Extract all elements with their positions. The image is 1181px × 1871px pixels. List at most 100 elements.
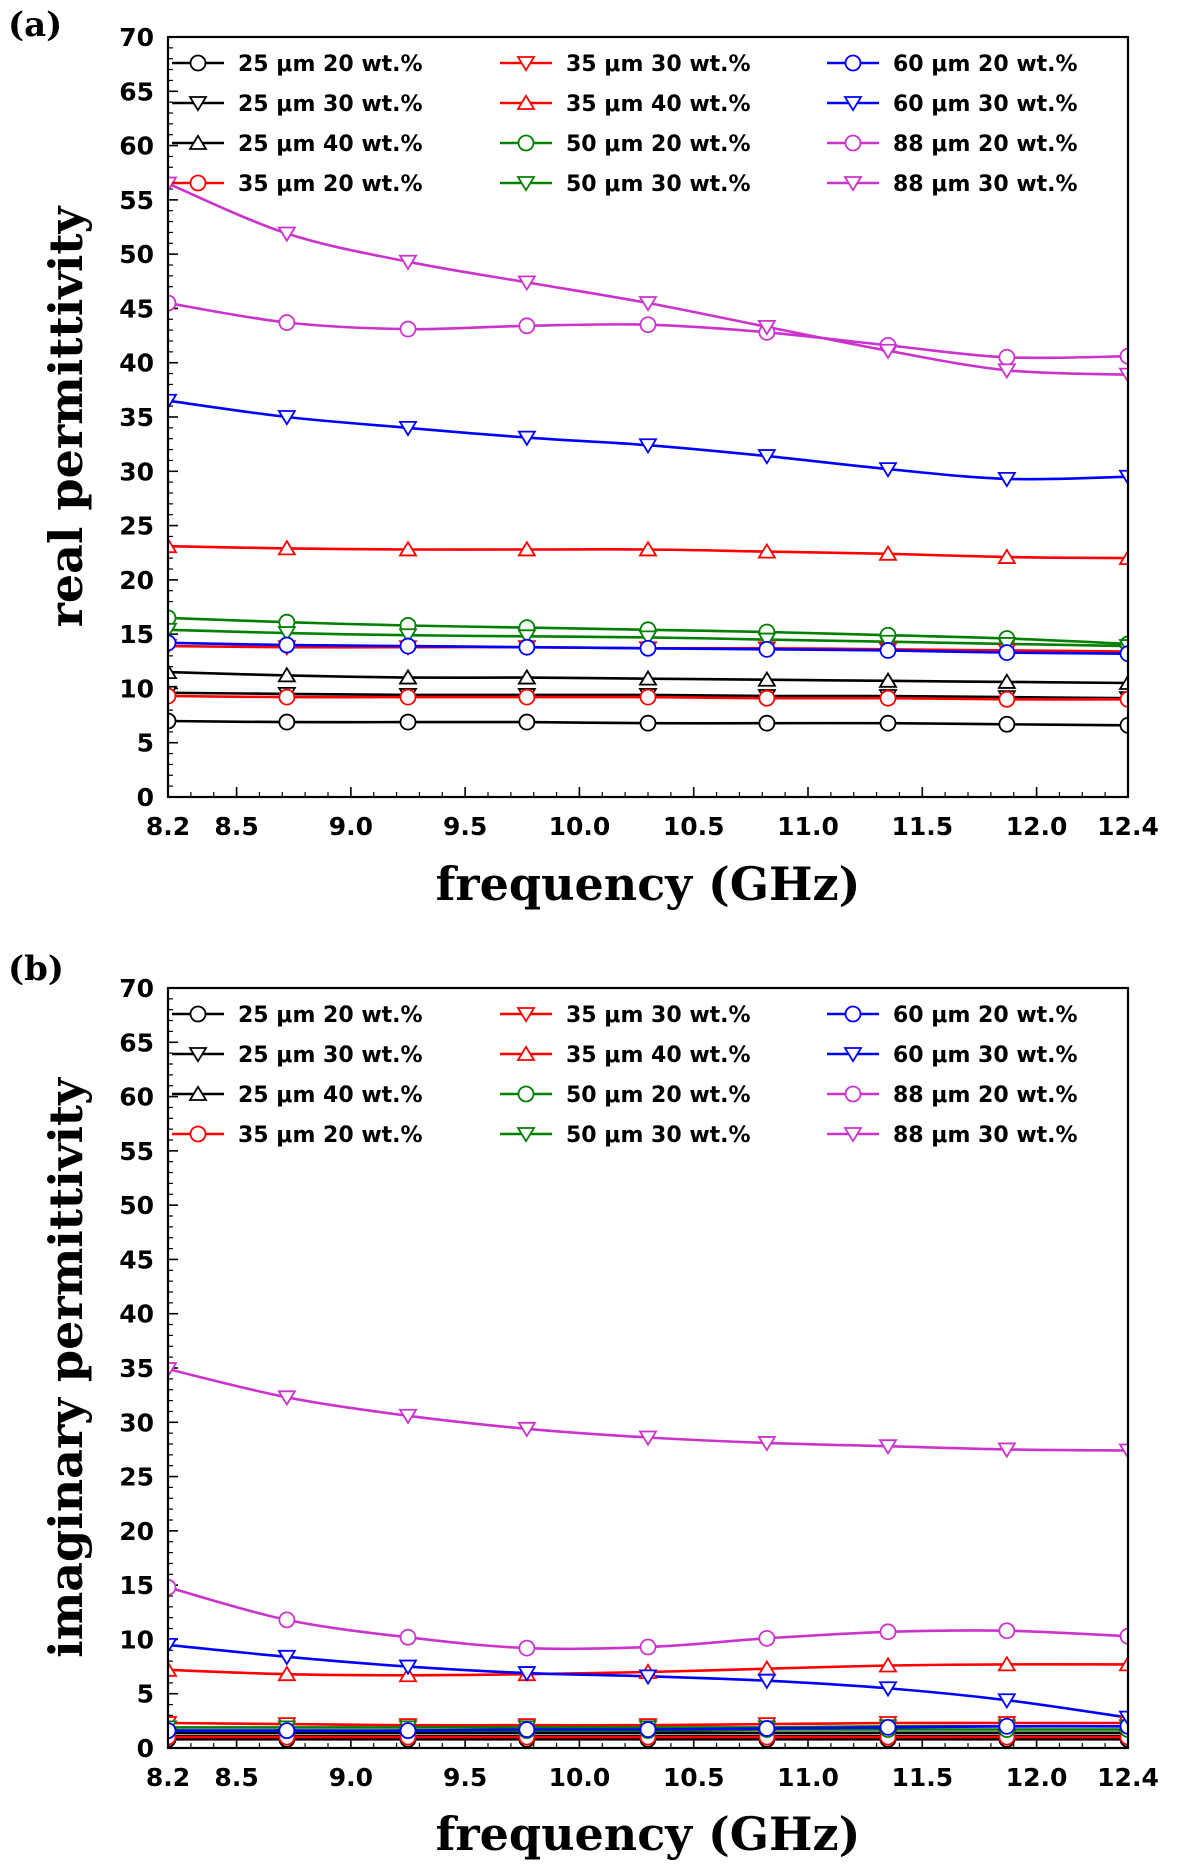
- data-point: [517, 430, 537, 447]
- data-point: [639, 714, 657, 732]
- x-tick-label: 8.5: [214, 812, 258, 841]
- data-point: [277, 539, 297, 556]
- y-tick-label: 60: [119, 132, 154, 161]
- data-point: [277, 226, 297, 243]
- legend-marker: [844, 1005, 862, 1023]
- legend-label: 60 μm 20 wt.%: [893, 1003, 1078, 1028]
- x-tick-label: 9.0: [329, 1763, 373, 1792]
- x-tick-label: 11.5: [891, 1763, 953, 1792]
- x-tick-label: 12.0: [1006, 1763, 1068, 1792]
- data-point: [1118, 1655, 1128, 1672]
- legend-label: 35 μm 20 wt.%: [238, 172, 423, 197]
- data-point: [278, 314, 296, 331]
- data-point: [278, 1722, 296, 1740]
- data-point: [399, 713, 417, 731]
- data-point: [277, 1665, 297, 1682]
- legend: 25 μm 20 wt.% 25 μm 30 wt.% 25 μm 40 wt.% 3…: [172, 52, 1078, 197]
- legend-marker: [516, 56, 536, 72]
- data-point: [277, 626, 297, 642]
- legend-label: 88 μm 20 wt.%: [893, 132, 1078, 157]
- legend-label: 60 μm 30 wt.%: [893, 92, 1078, 117]
- data-point: [879, 689, 897, 707]
- x-tick-label: 12.4: [1097, 1763, 1159, 1792]
- y-tick-label: 70: [119, 23, 154, 52]
- data-point: [1119, 1627, 1128, 1645]
- data-point: [997, 672, 1017, 689]
- legend-label: 25 μm 30 wt.%: [238, 92, 423, 117]
- data-point: [757, 319, 777, 336]
- legend-label: 35 μm 40 wt.%: [566, 92, 751, 117]
- y-tick-label: 70: [119, 974, 154, 1003]
- data-point: [277, 1390, 297, 1407]
- data-point: [517, 540, 537, 557]
- y-tick-label: 25: [119, 1463, 154, 1492]
- data-point: [878, 1439, 898, 1456]
- data-point: [639, 1721, 657, 1738]
- data-point: [278, 713, 296, 731]
- data-point: [639, 316, 657, 334]
- legend-marker: [517, 134, 535, 152]
- data-point: [878, 462, 898, 479]
- legend-marker: [189, 54, 207, 72]
- data-point: [517, 668, 537, 685]
- legend-marker: [189, 1005, 207, 1023]
- data-point: [758, 689, 776, 707]
- data-point: [399, 320, 417, 338]
- data-point: [278, 1611, 296, 1629]
- data-point: [879, 642, 897, 659]
- data-point: [1119, 645, 1128, 663]
- legend-label: 50 μm 20 wt.%: [566, 1083, 751, 1108]
- legend-marker: [516, 94, 536, 110]
- legend-label: 60 μm 30 wt.%: [893, 1043, 1078, 1068]
- data-point: [398, 540, 418, 557]
- data-point: [278, 688, 296, 706]
- data-point: [638, 1430, 658, 1447]
- chart-panel-a: (a) 0 5 10 15 20 25 30 35 40 45 50 55 60 65 70 8.2 8.5 9.0…: [8, 5, 1159, 911]
- x-tick-label: 10.5: [663, 1763, 725, 1792]
- y-tick-label: 35: [119, 403, 154, 432]
- y-axis-title: real permittivity: [39, 205, 93, 627]
- data-point: [997, 363, 1017, 380]
- data-point: [879, 1623, 897, 1641]
- legend-marker: [516, 1007, 536, 1023]
- data-point: [638, 1669, 658, 1686]
- data-point: [878, 343, 898, 360]
- x-tick-label: 12.0: [1006, 812, 1068, 841]
- legend-marker: [843, 176, 863, 192]
- data-point: [278, 636, 296, 654]
- legend-marker: [844, 1085, 862, 1103]
- y-axis-title: imaginary permittivity: [39, 1077, 93, 1658]
- data-point: [638, 630, 658, 647]
- legend-marker: [844, 54, 862, 72]
- data-point: [1118, 674, 1128, 690]
- data-point: [879, 714, 897, 732]
- legend-marker: [516, 1045, 536, 1061]
- data-point: [997, 1442, 1017, 1459]
- data-point: [168, 622, 178, 639]
- data-point: [168, 663, 178, 680]
- data-point: [997, 471, 1017, 488]
- x-tick-label: 8.5: [214, 1763, 258, 1792]
- data-point: [638, 540, 658, 557]
- plot-frame: [166, 986, 1130, 1750]
- data-point: [277, 666, 297, 683]
- legend-marker: [843, 96, 863, 112]
- x-tick-label: 9.5: [443, 1763, 487, 1792]
- x-axis-title: frequency (GHz): [436, 1807, 861, 1861]
- data-point: [398, 668, 418, 685]
- data-point: [168, 634, 177, 652]
- data-point: [1118, 549, 1128, 566]
- data-point: [879, 1718, 897, 1736]
- data-point: [518, 317, 536, 335]
- legend-label: 88 μm 20 wt.%: [893, 1083, 1078, 1108]
- data-point: [168, 393, 178, 410]
- data-point: [998, 715, 1016, 733]
- y-tick-label: 0: [137, 783, 154, 812]
- data-point: [517, 629, 537, 646]
- data-point: [398, 628, 418, 645]
- data-point: [168, 1660, 178, 1677]
- data-point: [878, 1681, 898, 1698]
- legend-marker: [188, 1047, 208, 1063]
